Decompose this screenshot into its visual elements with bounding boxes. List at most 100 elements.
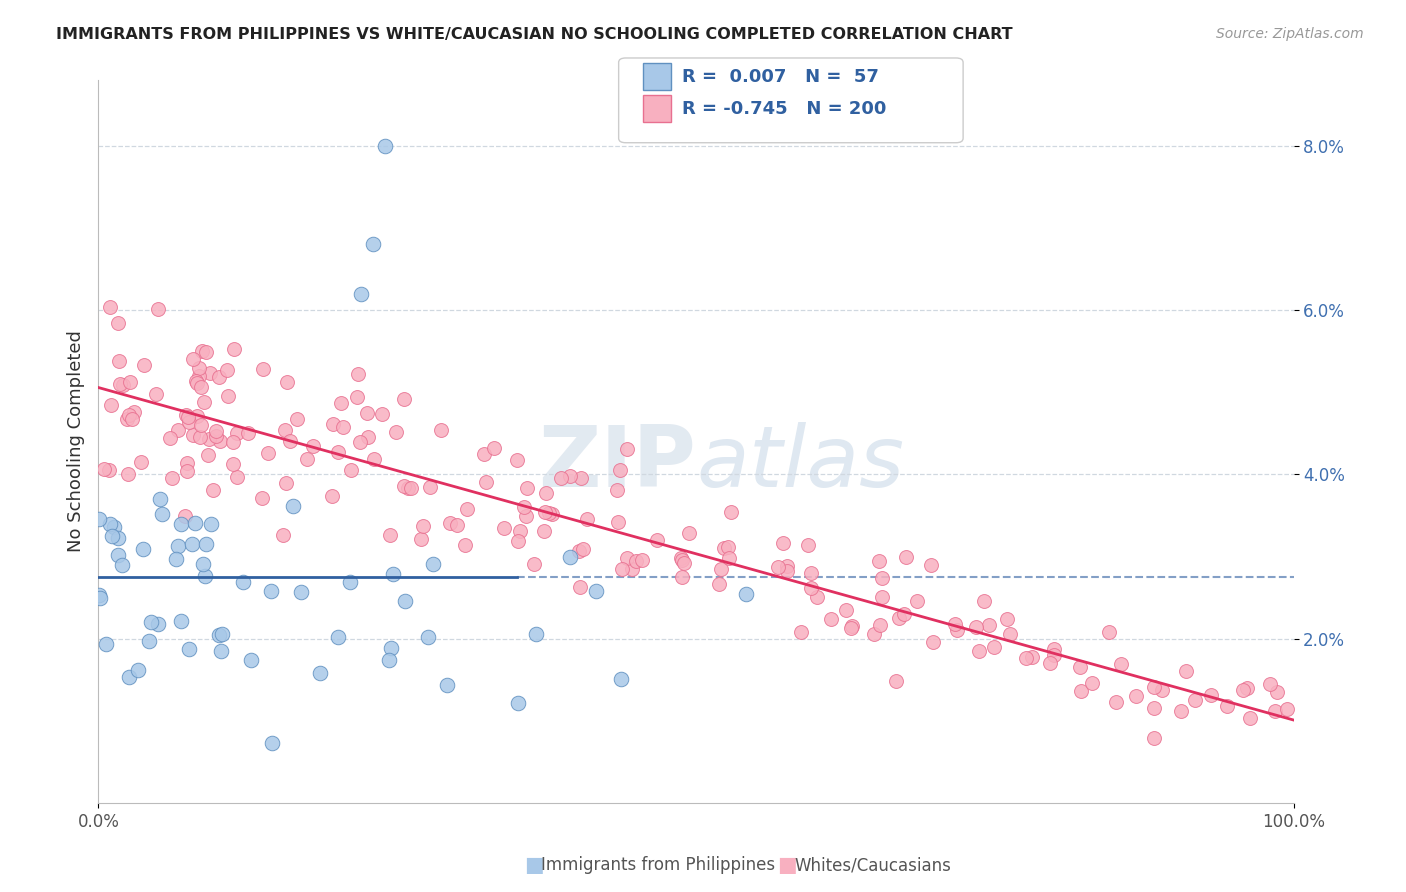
Point	[98, 516, 121, 531]
Point	[456, 502, 478, 516]
Point	[378, 653, 401, 667]
Text: R =  0.007   N =  57: R = 0.007 N = 57	[682, 68, 879, 86]
Point	[419, 479, 441, 493]
Point	[523, 557, 546, 571]
Point	[302, 439, 325, 453]
Point	[240, 653, 263, 667]
Text: ZIP: ZIP	[538, 422, 696, 505]
Point	[610, 562, 633, 576]
Point	[181, 428, 204, 442]
Point	[558, 469, 581, 483]
Point	[193, 394, 215, 409]
Point	[120, 375, 142, 389]
Point	[800, 581, 823, 595]
Point	[209, 644, 232, 658]
Text: IMMIGRANTS FROM PHILIPPINES VS WHITE/CAUCASIAN NO SCHOOLING COMPLETED CORRELATIO: IMMIGRANTS FROM PHILIPPINES VS WHITE/CAU…	[56, 27, 1012, 42]
Point	[107, 531, 129, 545]
Point	[720, 505, 742, 519]
Point	[107, 548, 129, 562]
Point	[308, 666, 330, 681]
Point	[533, 524, 555, 539]
Point	[905, 594, 928, 608]
Point	[222, 434, 245, 449]
Point	[274, 475, 297, 490]
Point	[127, 664, 149, 678]
Point	[806, 590, 828, 604]
Point	[610, 672, 633, 686]
Point	[1175, 664, 1198, 678]
Point	[138, 633, 160, 648]
Point	[184, 516, 207, 531]
Point	[328, 444, 350, 458]
Point	[98, 463, 121, 477]
Point	[515, 509, 537, 524]
Point	[93, 462, 115, 476]
Point	[863, 627, 886, 641]
Point	[1277, 702, 1299, 716]
Point	[190, 379, 212, 393]
Point	[115, 412, 138, 426]
Point	[1142, 701, 1164, 715]
Point	[569, 471, 592, 485]
Point	[472, 447, 495, 461]
Point	[205, 424, 228, 438]
Point	[374, 139, 396, 153]
Point	[965, 620, 987, 634]
Point	[800, 566, 823, 580]
Point	[200, 517, 222, 532]
Point	[332, 419, 354, 434]
Point	[893, 607, 915, 622]
Point	[401, 481, 423, 495]
Point	[1236, 681, 1258, 695]
Point	[167, 423, 190, 437]
Point	[887, 611, 910, 625]
Point	[1070, 684, 1092, 698]
Point	[170, 516, 193, 531]
Point	[350, 286, 373, 301]
Point	[1184, 693, 1206, 707]
Point	[226, 469, 249, 483]
Point	[616, 442, 638, 456]
Point	[165, 552, 187, 566]
Point	[190, 417, 212, 432]
Point	[297, 451, 319, 466]
Point	[418, 630, 440, 644]
Point	[150, 508, 173, 522]
Point	[110, 376, 132, 391]
Point	[630, 553, 652, 567]
Point	[977, 617, 1000, 632]
Point	[193, 557, 215, 571]
Point	[841, 621, 863, 635]
Point	[1105, 696, 1128, 710]
Point	[118, 670, 141, 684]
Point	[340, 462, 363, 476]
Point	[276, 375, 298, 389]
Point	[678, 525, 700, 540]
Point	[776, 559, 799, 574]
Point	[550, 471, 572, 485]
Point	[1015, 651, 1038, 665]
Point	[946, 623, 969, 637]
Point	[671, 570, 693, 584]
Point	[381, 566, 404, 581]
Point	[509, 524, 531, 538]
Text: atlas: atlas	[696, 422, 904, 505]
Point	[841, 619, 863, 633]
Point	[224, 342, 246, 356]
Point	[101, 529, 124, 543]
Point	[820, 612, 842, 626]
Point	[446, 517, 468, 532]
Point	[1143, 680, 1166, 694]
Point	[162, 471, 184, 485]
Point	[371, 407, 394, 421]
Point	[606, 483, 628, 497]
Point	[973, 594, 995, 608]
Point	[197, 448, 219, 462]
Point	[624, 554, 647, 568]
Point	[201, 483, 224, 498]
Point	[236, 425, 259, 440]
Point	[166, 540, 188, 554]
Point	[616, 551, 638, 566]
Point	[256, 446, 278, 460]
Point	[98, 300, 121, 314]
